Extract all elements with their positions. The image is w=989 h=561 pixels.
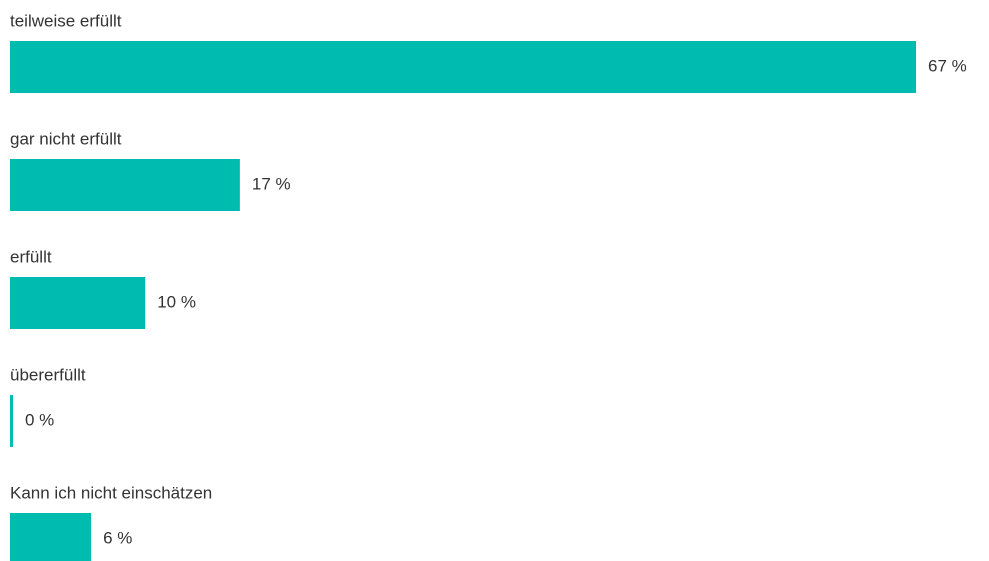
value-label: 10 % xyxy=(157,292,196,311)
value-label: 17 % xyxy=(252,174,291,193)
value-label: 67 % xyxy=(928,56,967,75)
category-label: teilweise erfüllt xyxy=(10,11,122,30)
value-label: 6 % xyxy=(103,528,132,547)
value-label: 0 % xyxy=(25,410,54,429)
category-label: erfüllt xyxy=(10,247,52,266)
category-label: übererfüllt xyxy=(10,365,86,384)
bar xyxy=(10,513,92,561)
category-label: gar nicht erfüllt xyxy=(10,129,122,148)
bar xyxy=(10,395,13,447)
category-label: Kann ich nicht einschätzen xyxy=(10,483,212,502)
bar xyxy=(10,277,146,329)
bar xyxy=(10,159,240,211)
bar xyxy=(10,41,916,93)
